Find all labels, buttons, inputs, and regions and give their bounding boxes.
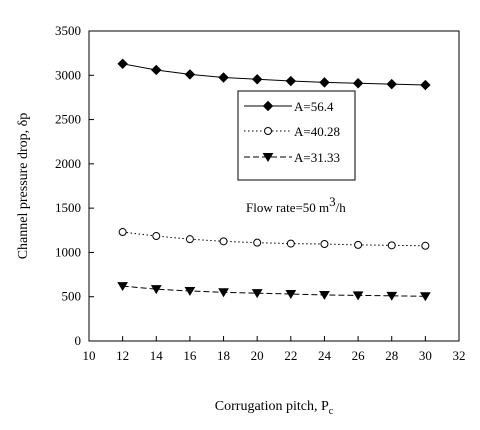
data-point <box>218 72 229 83</box>
plot-frame <box>88 30 460 342</box>
legend-marker <box>262 153 274 162</box>
y-tick-label: 2500 <box>55 112 81 127</box>
series-3 <box>117 282 431 302</box>
y-tick-label: 500 <box>62 289 82 304</box>
annotation-text: Flow rate=50 m <box>246 200 329 215</box>
y-tick-label: 2000 <box>55 156 81 171</box>
x-tick-label: 26 <box>352 348 366 363</box>
x-tick-label: 24 <box>318 348 332 363</box>
legend-item: A=40.28 <box>244 124 340 139</box>
x-tick-label: 22 <box>284 348 297 363</box>
data-point <box>352 78 364 89</box>
x-tick-label: 32 <box>453 348 466 363</box>
data-point <box>352 291 364 301</box>
annotation-suffix: /h <box>336 200 347 215</box>
x-axis-title-subscript: c <box>329 406 334 417</box>
flow-rate-annotation: Flow rate=50 m3/h <box>246 194 346 215</box>
x-tick-label: 20 <box>251 348 264 363</box>
series-2 <box>118 228 430 250</box>
data-point <box>419 292 431 302</box>
data-point <box>117 58 128 69</box>
data-point <box>184 69 196 80</box>
legend-marker <box>264 127 272 135</box>
x-tick-label: 12 <box>116 348 129 363</box>
data-point <box>253 238 262 247</box>
annotation-superscript: 3 <box>329 194 336 209</box>
data-point <box>218 288 229 298</box>
data-point <box>354 240 363 249</box>
data-point <box>185 235 194 244</box>
legend-marker <box>262 100 274 112</box>
legend-label: A=31.33 <box>294 150 340 165</box>
series-1 <box>117 58 431 91</box>
data-point <box>151 64 162 76</box>
x-tick-label: 30 <box>419 348 432 363</box>
x-axis-title-text: Corrugation pitch, P <box>215 399 329 414</box>
data-point <box>117 282 129 292</box>
y-tick-label: 1000 <box>55 244 81 259</box>
data-point <box>387 241 396 250</box>
y-tick-label: 3500 <box>55 23 81 38</box>
axis-ticks: 10 12 14 16 18 20 22 24 26 28 30 32 0 500 1000 1500 2000… <box>55 23 466 363</box>
series-line <box>122 231 426 247</box>
legend: A=56.4 A=40.28 A=31.33 <box>237 90 356 181</box>
data-point <box>285 290 297 300</box>
data-point <box>420 79 431 91</box>
data-point <box>320 240 329 249</box>
data-point <box>319 290 330 300</box>
x-tick-label: 14 <box>150 348 164 363</box>
x-axis-title: Corrugation pitch, Pc <box>215 399 334 417</box>
legend-label: A=56.4 <box>294 99 334 114</box>
data-point <box>386 291 398 301</box>
series-line <box>122 63 426 86</box>
data-point <box>219 237 228 246</box>
data-point <box>319 77 330 88</box>
x-tick-label: 10 <box>83 348 96 363</box>
x-tick-label: 18 <box>217 348 230 363</box>
y-axis-title: Channel pressure drop, δp <box>16 113 31 260</box>
data-point <box>118 228 127 237</box>
data-point <box>251 289 263 299</box>
legend-item: A=56.4 <box>244 99 334 114</box>
data-point <box>251 74 263 85</box>
data-point <box>152 232 161 241</box>
data-point <box>386 78 397 90</box>
series-line <box>122 285 426 297</box>
data-point <box>285 75 297 87</box>
series-group <box>117 58 431 302</box>
data-point <box>286 239 295 248</box>
y-tick-label: 1500 <box>55 200 81 215</box>
legend-item: A=31.33 <box>244 150 340 165</box>
data-point <box>150 285 162 295</box>
data-point <box>184 286 196 296</box>
y-tick-label: 0 <box>75 333 82 348</box>
y-tick-label: 3000 <box>55 67 81 82</box>
data-point <box>421 241 430 250</box>
x-tick-label: 16 <box>183 348 197 363</box>
legend-label: A=40.28 <box>294 124 340 139</box>
x-tick-label: 28 <box>385 348 398 363</box>
